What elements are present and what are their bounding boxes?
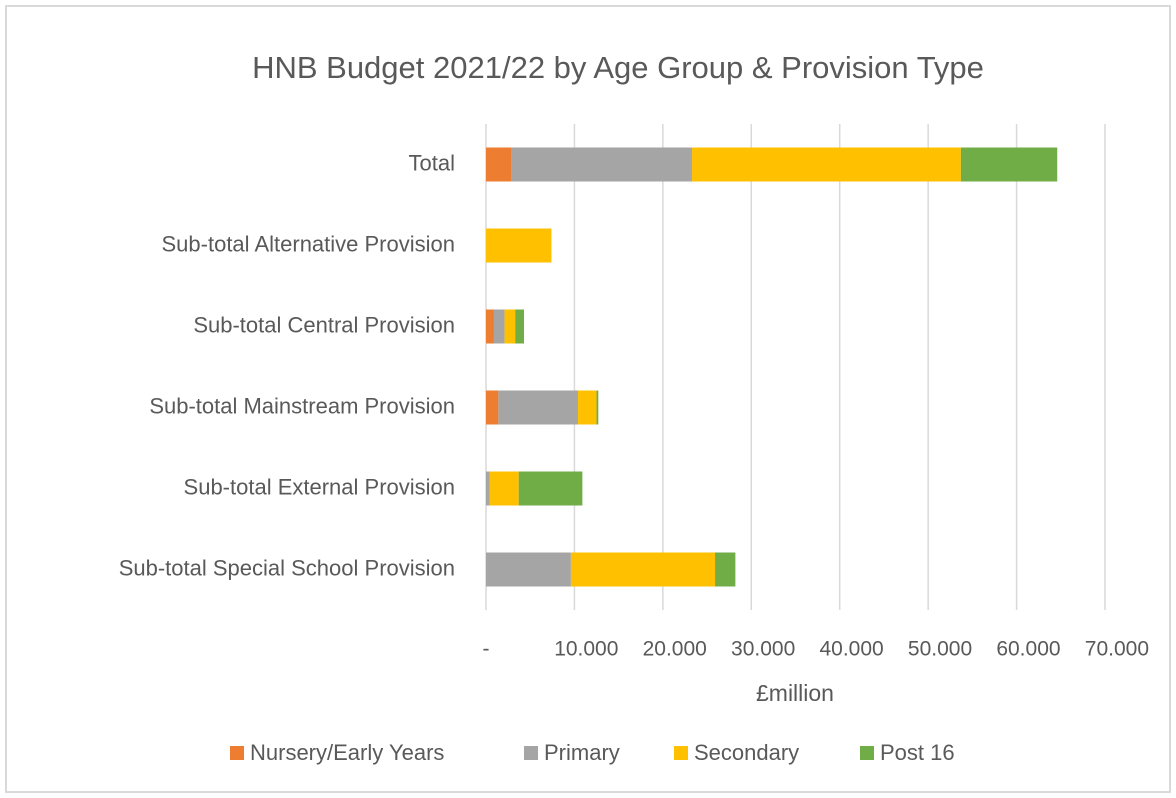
legend-swatch bbox=[230, 746, 244, 760]
bar-segment bbox=[489, 471, 519, 506]
bar-segment bbox=[486, 228, 552, 263]
bar-segment bbox=[577, 390, 597, 425]
x-tick-label: 50.000 bbox=[908, 638, 972, 661]
bar-segment bbox=[511, 147, 693, 182]
bar-segment bbox=[493, 309, 505, 344]
legend-swatch bbox=[524, 746, 538, 760]
y-tick-label: Total bbox=[409, 150, 455, 175]
legend-label: Post 16 bbox=[880, 740, 955, 765]
bar-segment bbox=[692, 147, 961, 182]
y-tick-label: Sub-total Alternative Provision bbox=[162, 231, 456, 256]
bar-segment bbox=[498, 390, 578, 425]
bar-segment bbox=[715, 552, 736, 587]
y-tick-label: Sub-total Special School Provision bbox=[119, 555, 455, 580]
bar-segment bbox=[486, 471, 490, 506]
bar-segment bbox=[570, 552, 716, 587]
legend-swatch bbox=[860, 746, 874, 760]
bar-segment bbox=[515, 309, 525, 344]
y-tick-label: Sub-total Central Provision bbox=[193, 312, 455, 337]
chart-title: HNB Budget 2021/22 by Age Group & Provis… bbox=[252, 50, 984, 85]
bar-segment bbox=[960, 147, 1058, 182]
x-tick-label: 10.000 bbox=[554, 638, 618, 661]
y-tick-label: Sub-total Mainstream Provision bbox=[149, 393, 455, 418]
legend-label: Nursery/Early Years bbox=[250, 740, 444, 765]
y-tick-label: Sub-total External Provision bbox=[184, 474, 455, 499]
bar-segment bbox=[518, 471, 583, 506]
x-tick-label: 20.000 bbox=[643, 638, 707, 661]
x-tick-label: 40.000 bbox=[819, 638, 883, 661]
bar-segment bbox=[596, 390, 599, 425]
bar-segment bbox=[486, 552, 571, 587]
bar-segment bbox=[486, 390, 499, 425]
bar-segment bbox=[486, 147, 512, 182]
x-tick-label: - bbox=[483, 638, 490, 661]
x-tick-label: 70.000 bbox=[1085, 638, 1149, 661]
x-tick-label: 60.000 bbox=[996, 638, 1060, 661]
bar-segment bbox=[486, 309, 494, 344]
legend-label: Primary bbox=[544, 740, 620, 765]
bar-segment bbox=[504, 309, 516, 344]
legend-swatch bbox=[674, 746, 688, 760]
x-tick-label: 30.000 bbox=[731, 638, 795, 661]
x-axis-label: £million bbox=[756, 680, 834, 706]
legend-label: Secondary bbox=[694, 740, 799, 765]
